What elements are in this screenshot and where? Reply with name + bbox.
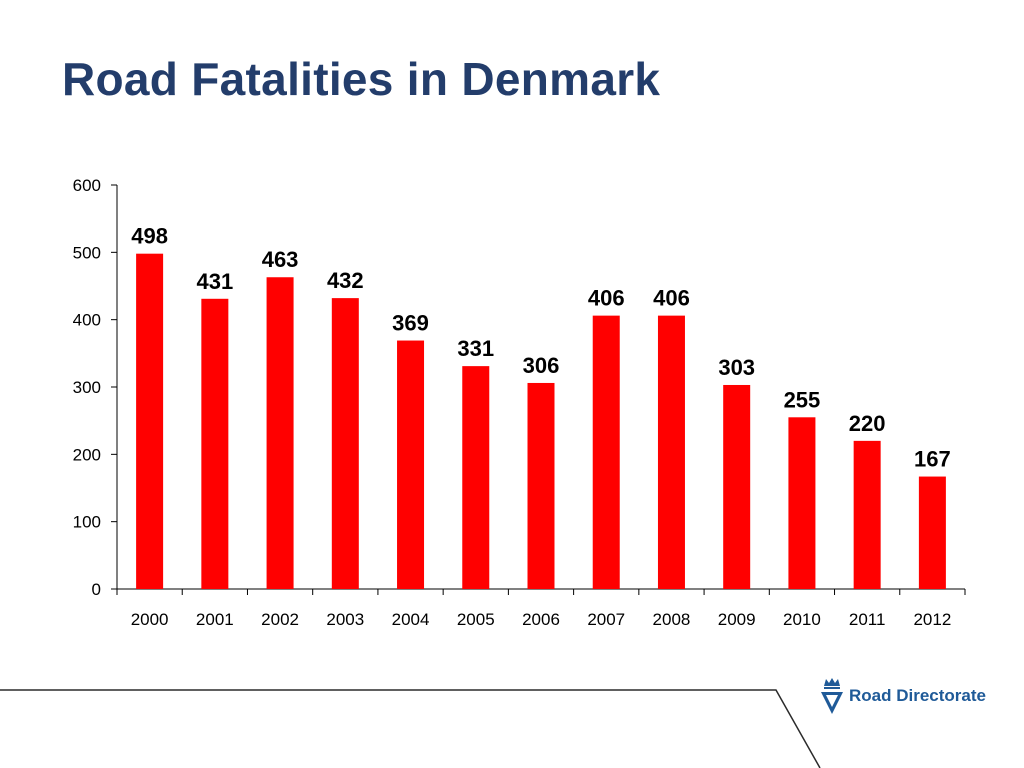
road-directorate-logo: Road Directorate xyxy=(818,676,986,716)
x-tick-label: 2003 xyxy=(326,610,364,629)
x-tick-label: 2000 xyxy=(131,610,169,629)
bar xyxy=(201,298,229,589)
bar xyxy=(853,440,881,589)
x-tick-label: 2009 xyxy=(718,610,756,629)
logo-text: Road Directorate xyxy=(849,686,986,705)
bar xyxy=(331,298,359,589)
bar xyxy=(527,382,555,589)
data-label: 369 xyxy=(392,311,429,336)
bar xyxy=(462,366,490,589)
x-tick-label: 2002 xyxy=(261,610,299,629)
bar xyxy=(266,277,294,589)
data-label: 432 xyxy=(327,268,364,293)
y-tick-label: 0 xyxy=(92,580,101,599)
bar xyxy=(788,417,816,589)
data-label: 167 xyxy=(914,447,951,472)
data-label: 331 xyxy=(457,336,494,361)
data-label: 463 xyxy=(262,247,299,272)
data-label: 498 xyxy=(131,224,168,249)
x-tick-label: 2005 xyxy=(457,610,495,629)
data-label: 431 xyxy=(196,269,233,294)
bar xyxy=(136,253,164,589)
x-tick-label: 2006 xyxy=(522,610,560,629)
y-tick-label: 300 xyxy=(73,378,101,397)
x-tick-label: 2011 xyxy=(849,610,886,629)
y-tick-label: 400 xyxy=(73,311,101,330)
x-tick-label: 2012 xyxy=(913,610,951,629)
data-label: 255 xyxy=(784,387,821,412)
bar xyxy=(918,476,946,589)
x-tick-label: 2007 xyxy=(587,610,625,629)
y-tick-label: 100 xyxy=(73,513,101,532)
bar xyxy=(657,315,685,589)
data-label: 406 xyxy=(588,286,625,311)
bar xyxy=(723,384,751,589)
bar-chart: 0 100 200 300 400 500 600 498 2000 431 2001 463 2002… xyxy=(73,176,966,629)
x-tick-label: 2008 xyxy=(653,610,691,629)
crown-shield-icon xyxy=(821,678,843,714)
x-tick-label: 2001 xyxy=(196,610,234,629)
x-tick-label: 2010 xyxy=(783,610,821,629)
data-label: 220 xyxy=(849,411,886,436)
data-label: 303 xyxy=(718,355,755,380)
y-tick-label: 200 xyxy=(73,445,101,464)
slide-title: Road Fatalities in Denmark xyxy=(62,53,661,105)
bar xyxy=(397,340,425,589)
x-tick-label: 2004 xyxy=(392,610,430,629)
bar xyxy=(592,315,620,589)
data-label: 406 xyxy=(653,286,690,311)
y-tick-label: 600 xyxy=(73,176,101,195)
data-label: 306 xyxy=(523,353,560,378)
y-tick-label: 500 xyxy=(73,243,101,262)
